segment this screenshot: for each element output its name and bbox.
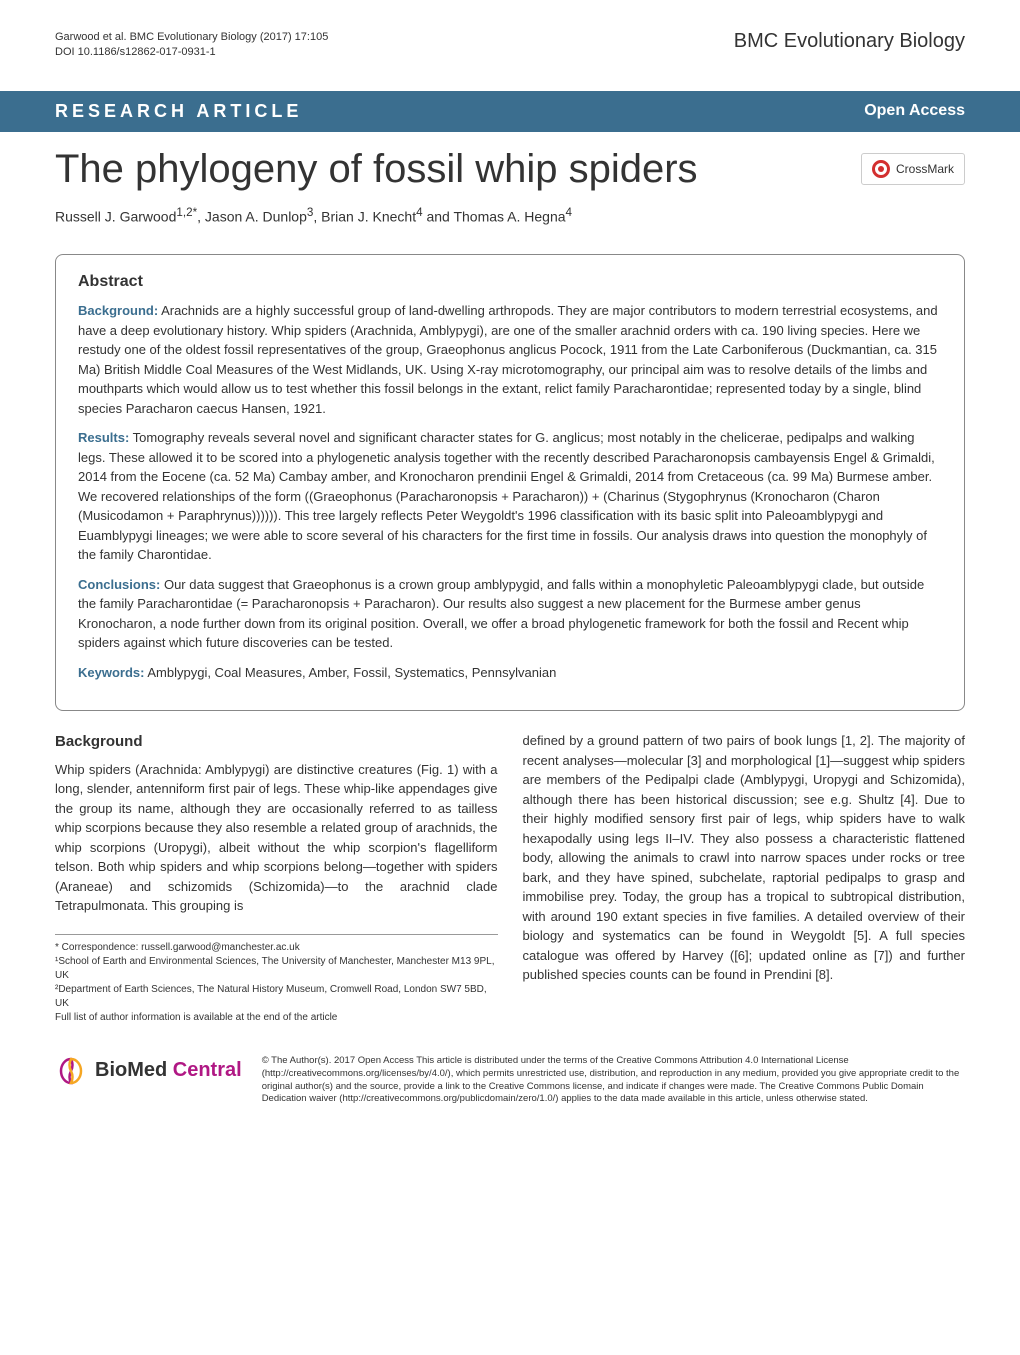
abstract-heading: Abstract	[78, 273, 942, 291]
footer: BioMed Central © The Author(s). 2017 Ope…	[0, 1045, 1020, 1136]
citation: Garwood et al. BMC Evolutionary Biology …	[55, 30, 328, 61]
citation-line1: Garwood et al. BMC Evolutionary Biology …	[55, 30, 328, 45]
title-row: The phylogeny of fossil whip spiders Cro…	[0, 132, 1020, 191]
bmc-text: BioMed Central	[95, 1059, 242, 1082]
article-title: The phylogeny of fossil whip spiders	[55, 147, 698, 191]
crossmark-badge[interactable]: CrossMark	[861, 153, 965, 185]
background-text: Arachnids are a highly successful group …	[78, 303, 938, 416]
crossmark-icon	[872, 160, 890, 178]
abstract-results: Results: Tomography reveals several nove…	[78, 428, 942, 565]
conclusions-text: Our data suggest that Graeophonus is a c…	[78, 577, 924, 651]
conclusions-label: Conclusions:	[78, 577, 160, 592]
results-label: Results:	[78, 430, 129, 445]
authors: Russell J. Garwood1,2*, Jason A. Dunlop3…	[0, 191, 1020, 245]
column-left: Background Whip spiders (Arachnida: Ambl…	[55, 731, 498, 1025]
abstract-background: Background: Arachnids are a highly succe…	[78, 301, 942, 418]
bmc-bio: BioMed	[95, 1059, 167, 1081]
keywords-text: Amblypygi, Coal Measures, Amber, Fossil,…	[144, 665, 556, 680]
results-text: Tomography reveals several novel and sig…	[78, 430, 935, 562]
open-access-label: Open Access	[864, 102, 965, 120]
article-type: RESEARCH ARTICLE	[55, 101, 302, 122]
correspondence: * Correspondence: russell.garwood@manche…	[55, 941, 498, 955]
journal-name: BMC Evolutionary Biology	[734, 30, 965, 53]
column-right: defined by a ground pattern of two pairs…	[523, 731, 966, 1025]
abstract-conclusions: Conclusions: Our data suggest that Graeo…	[78, 575, 942, 653]
crossmark-label: CrossMark	[896, 162, 954, 176]
banner: RESEARCH ARTICLE Open Access	[0, 91, 1020, 132]
abstract-keywords: Keywords: Amblypygi, Coal Measures, Ambe…	[78, 663, 942, 683]
body-columns: Background Whip spiders (Arachnida: Ambl…	[0, 731, 1020, 1045]
col1-text: Whip spiders (Arachnida: Amblypygi) are …	[55, 760, 498, 916]
full-author-list: Full list of author information is avail…	[55, 1011, 498, 1025]
footnotes: * Correspondence: russell.garwood@manche…	[55, 934, 498, 1025]
col2-text: defined by a ground pattern of two pairs…	[523, 731, 966, 985]
license-text: © The Author(s). 2017 Open Access This a…	[262, 1055, 965, 1106]
affiliation-2: ²Department of Earth Sciences, The Natur…	[55, 983, 498, 1011]
bmc-central: Central	[167, 1059, 241, 1081]
citation-line2: DOI 10.1186/s12862-017-0931-1	[55, 45, 328, 60]
keywords-label: Keywords:	[78, 665, 144, 680]
abstract: Abstract Background: Arachnids are a hig…	[55, 254, 965, 711]
background-label: Background:	[78, 303, 158, 318]
bmc-icon	[55, 1055, 87, 1087]
background-heading: Background	[55, 731, 498, 754]
biomed-central-logo: BioMed Central	[55, 1055, 242, 1087]
affiliation-1: ¹School of Earth and Environmental Scien…	[55, 955, 498, 983]
header: Garwood et al. BMC Evolutionary Biology …	[0, 0, 1020, 66]
